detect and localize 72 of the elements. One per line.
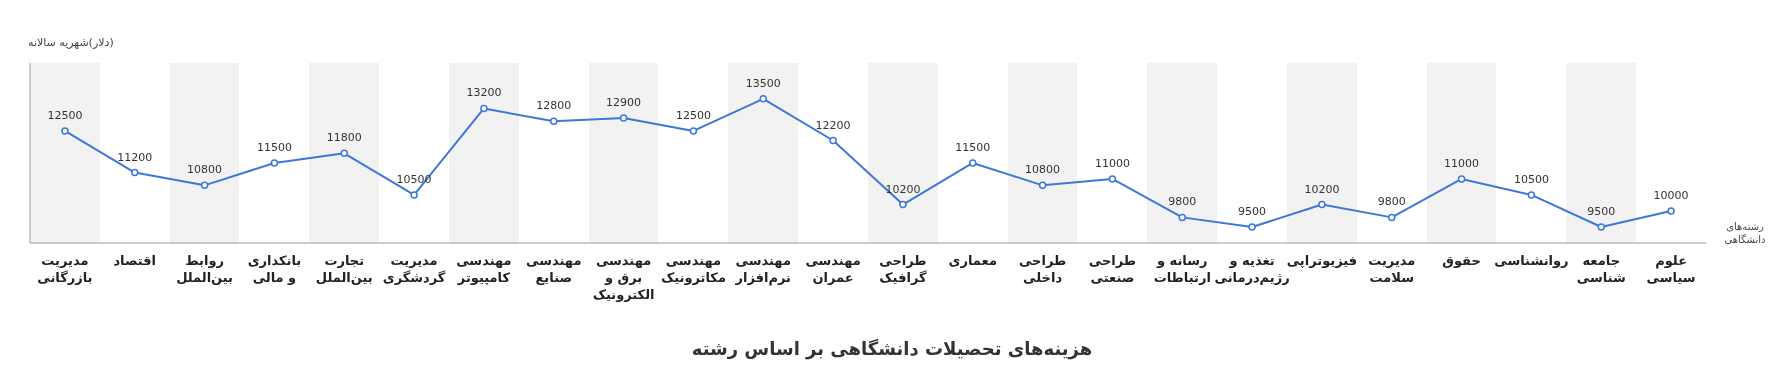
point [480,104,488,113]
data-label: 11500 [256,140,292,154]
data-label: 11500 [955,140,991,154]
point [270,159,279,167]
data-label: 9500 [1238,204,1267,218]
point [1108,175,1117,183]
point [1597,223,1605,231]
x-tick-label: مهندسی برق و الکترونیک [592,253,655,302]
x-tick-label: مهندسی مکاترونیک [660,253,726,285]
point [969,159,977,167]
data-label: 12200 [815,118,851,132]
x-tick-label: تجارت بین‌الملل [315,253,373,285]
data-label: 10200 [885,182,921,196]
point [829,136,837,145]
x-tick-label: اقتصاد [113,253,157,268]
point [550,117,558,126]
data-label: 11800 [326,131,362,145]
x-tick-label: رسانه و ارتباطات [1153,253,1211,285]
point [899,200,907,209]
data-label: 12900 [606,96,642,110]
x-tick-label: معماری [948,253,997,268]
x-tick-label: طراحی داخلی [1018,253,1067,285]
data-label: 10800 [1025,163,1061,177]
x-tick-label: مدیریت بازرگانی [37,253,93,285]
point [1318,200,1326,209]
x-tick-label: مهندسی نرم‌افزار [734,253,791,286]
point [1388,213,1396,222]
point [410,191,418,199]
y-axis-title: (دلار)شهریه سالانه [28,36,114,49]
data-label: 12800 [536,99,572,113]
point [1038,181,1047,190]
x-tick-label: روابط بین‌الملل [176,253,234,285]
x-tick-label: مهندسی کامپیوتر [456,253,512,285]
data-label: 10200 [1304,182,1340,196]
data-label: 9500 [1587,204,1616,218]
x-axis-title: رشته‌های دانشگاهی [1723,220,1767,246]
x-tick-label: جامعه شناسی [1576,253,1626,285]
data-label: 12500 [47,108,83,122]
x-tick-label: بانکداری و مالی [247,253,302,285]
x-tick-label: روانشناسی [1494,253,1569,268]
x-tick-label: مهندسی صنایع [526,253,582,285]
point [1178,213,1186,222]
point [619,114,628,122]
point [1527,191,1536,199]
x-tick-label: مدیریت سلامت [1368,253,1416,285]
point [1667,207,1675,215]
point [131,168,139,177]
data-label: 11000 [1444,156,1480,170]
x-tick-label: طراحی صنعتی [1088,253,1137,285]
data-label: 11000 [1094,156,1130,170]
data-label: 10800 [187,163,223,177]
point [340,149,348,158]
data-label: 11200 [117,150,153,164]
data-label: 10000 [1653,188,1689,202]
point [1248,223,1256,231]
point [200,181,209,190]
point [61,127,69,135]
point [1457,175,1466,183]
x-tick-label: مدیریت گردشگری [382,253,446,285]
text: هزینه‌های تحصیلات دانشگاهی بر اساس رشته [690,338,1094,359]
data-label: 13200 [466,86,502,100]
data-label: 10500 [1513,172,1549,186]
x-tick-label: طراحی گرافیک [879,253,927,285]
point [689,127,698,135]
point [759,95,767,103]
data-label: 9800 [1377,195,1406,209]
x-tick-label: مهندسی عمران [805,253,861,285]
x-tick-label: علوم سیاسی [1646,253,1696,285]
data-label: 13500 [745,76,781,90]
data-label: 12500 [675,108,711,122]
data-label: 9800 [1168,195,1197,209]
x-tick-label: حقوق [1442,253,1481,268]
